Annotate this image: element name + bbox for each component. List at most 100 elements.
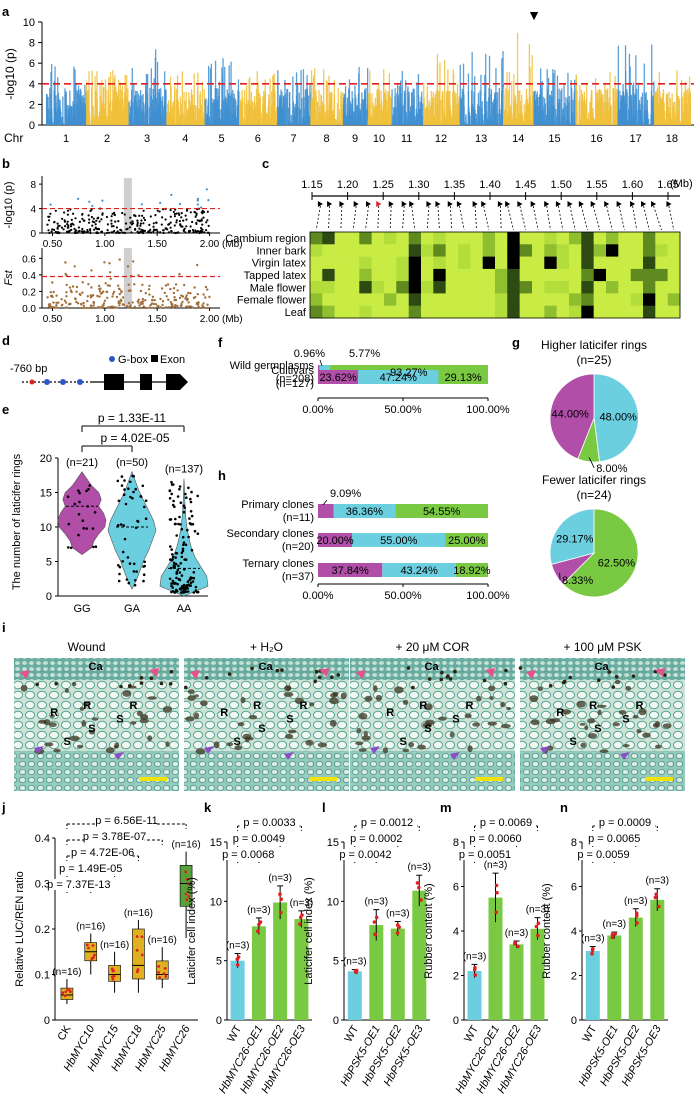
xtick-label: 50.00% <box>384 590 422 602</box>
a-point <box>323 122 325 125</box>
i-laticifer <box>394 686 404 694</box>
e-point <box>120 475 124 478</box>
a-point <box>473 91 475 125</box>
a-point <box>292 76 294 125</box>
c-connector <box>426 205 430 231</box>
a-point <box>646 99 648 125</box>
b-x-unit: (Mb) <box>222 239 243 250</box>
a-point <box>416 82 418 125</box>
c-connector <box>558 205 564 231</box>
b-top-point <box>142 230 145 233</box>
b-bottom-point <box>204 285 208 289</box>
c-heat-cell <box>630 256 644 270</box>
e-point <box>170 483 174 486</box>
c-heat-cell <box>556 256 570 270</box>
b-bottom-point <box>149 303 152 307</box>
i-laticifer <box>69 735 80 742</box>
d-legend-exon-icon <box>151 355 158 362</box>
b-top-point <box>153 228 156 231</box>
sig-label-bg <box>595 817 655 828</box>
a-point <box>533 102 535 125</box>
b-highlight-top <box>123 178 132 233</box>
panel-label-m: m <box>440 800 452 815</box>
a-point <box>92 105 94 125</box>
e-point <box>141 484 145 488</box>
a-point <box>390 97 392 125</box>
c-heat-cell <box>544 256 557 270</box>
a-point <box>653 81 655 125</box>
a-point <box>216 99 219 125</box>
i-label-r: R <box>220 707 228 719</box>
stack-segment <box>358 370 439 384</box>
e-point <box>194 585 198 589</box>
b-top-point <box>47 215 50 218</box>
sig-label-bg <box>239 817 300 828</box>
c-heat-cell <box>569 281 582 294</box>
p-value: p = 0.0068 <box>222 849 274 861</box>
b-bottom-point <box>195 302 199 306</box>
d-exon-2 <box>140 374 152 390</box>
a-chromosome-2 <box>86 69 129 125</box>
b-bottom-point <box>118 287 121 291</box>
a-chromosome-15 <box>533 68 577 125</box>
c-heat-cell <box>322 305 335 319</box>
a-point <box>389 95 391 125</box>
b-highlight-bottom <box>123 248 132 308</box>
i-laticifer <box>464 713 472 719</box>
a-point <box>74 69 76 125</box>
b-bottom-point <box>161 303 164 307</box>
a-point <box>49 88 51 125</box>
e-point <box>78 500 81 504</box>
p-value: p = 0.0051 <box>459 849 511 861</box>
a-point <box>104 121 106 125</box>
a-point <box>635 103 637 125</box>
c-heat-cell <box>347 293 360 306</box>
c-heat-cell <box>519 293 533 306</box>
e-point <box>170 480 173 484</box>
i-laticifer <box>356 728 362 734</box>
a-point <box>528 103 530 125</box>
b-top-point <box>168 223 171 226</box>
e-point <box>122 524 125 527</box>
a-point <box>478 106 481 125</box>
ytick-label: 6 <box>571 882 577 894</box>
c-heat-cell <box>310 305 323 319</box>
c-heat-cell <box>532 232 545 245</box>
b-bottom-point <box>111 295 114 298</box>
b-bottom-point <box>70 290 73 294</box>
a-point <box>73 66 75 125</box>
b-top-point <box>82 231 85 235</box>
i-laticifer-ring <box>446 674 450 678</box>
a-point <box>218 110 220 125</box>
e-point <box>188 522 192 525</box>
i-laticifer-ring <box>184 685 188 690</box>
a-point <box>676 88 678 125</box>
a-point <box>170 86 172 125</box>
point <box>613 932 617 936</box>
c-heat-cell <box>556 244 570 257</box>
b-bottom-point <box>89 294 92 297</box>
a-point <box>414 115 416 125</box>
point <box>85 943 89 947</box>
panel-label-h: h <box>218 468 226 483</box>
b-bottom-point <box>137 274 140 277</box>
a-point <box>441 91 443 125</box>
a-point <box>79 88 82 125</box>
a-point <box>150 96 152 125</box>
b-bottom-point <box>112 290 116 293</box>
a-point <box>475 119 477 125</box>
ytick-label: 4 <box>571 926 577 938</box>
b-top-point <box>202 216 205 219</box>
row-label: Wild germplasms <box>230 360 315 372</box>
n-label: (n=16) <box>171 840 200 851</box>
c-heat-cell <box>519 244 533 257</box>
a-point <box>61 116 63 125</box>
n-label: (n=16) <box>148 935 177 946</box>
a-point <box>281 91 283 125</box>
a-point <box>609 71 611 125</box>
a-point <box>333 122 336 125</box>
stack-segment <box>438 370 488 384</box>
b-top-ytick-label: 8 <box>30 180 36 191</box>
c-heat-cell <box>544 244 557 257</box>
a-point <box>127 109 129 125</box>
